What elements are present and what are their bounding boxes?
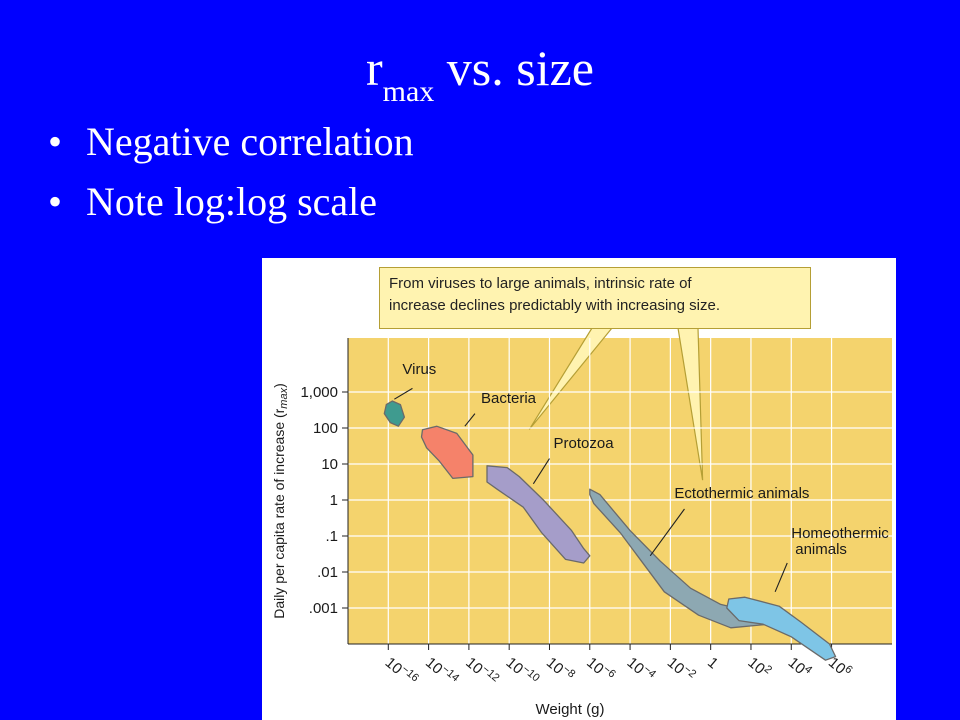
bullet-dot-icon: • bbox=[48, 119, 63, 164]
x-tick-label: 1 bbox=[704, 654, 721, 672]
y-tick-label: 1 bbox=[330, 492, 338, 509]
y-tick-label: 10 bbox=[321, 456, 338, 473]
group-label: Protozoa bbox=[554, 435, 615, 452]
bullet-item: • Note log:log scale bbox=[48, 172, 414, 232]
x-tick-label: 10−8 bbox=[543, 653, 578, 686]
group-label: Homeothermic bbox=[791, 525, 889, 542]
x-tick-label: 102 bbox=[744, 653, 774, 682]
chart-svg: 1,000 100 10 1 .1 .01 .001 10−16 10−14 10−12 10−10… bbox=[271, 327, 892, 718]
x-tick-label: 104 bbox=[785, 653, 815, 682]
x-tick-label: 10−4 bbox=[624, 653, 659, 686]
label-pointer bbox=[649, 508, 685, 557]
group-label: Virus bbox=[402, 361, 436, 378]
chart-figure: 1,000 100 10 1 .1 .01 .001 10−16 10−14 10−12 10−10… bbox=[262, 258, 896, 720]
x-axis-title: Weight (g) bbox=[536, 701, 605, 718]
region-homeothermic-animals bbox=[726, 596, 837, 661]
label-pointer bbox=[532, 458, 550, 485]
slide-title: rmax vs. size bbox=[0, 38, 960, 108]
label-pointer bbox=[774, 562, 788, 593]
y-tick-label: 100 bbox=[313, 420, 338, 437]
callout-line: increase declines predictably with incre… bbox=[389, 297, 720, 314]
y-tick-label: 1,000 bbox=[300, 384, 338, 401]
bullet-dot-icon: • bbox=[48, 179, 63, 224]
title-r: r bbox=[365, 40, 383, 96]
y-tick-label: .1 bbox=[325, 528, 338, 545]
bullet-list: • Negative correlation • Note log:log scal… bbox=[48, 112, 414, 232]
x-tick-label: 10−10 bbox=[503, 653, 542, 690]
callout-line: From viruses to large animals, intrinsic… bbox=[389, 275, 692, 292]
region-virus bbox=[383, 400, 406, 427]
y-tick-label: .01 bbox=[317, 564, 338, 581]
group-label: animals bbox=[795, 541, 847, 558]
title-rest: vs. size bbox=[434, 40, 594, 96]
x-tick-label: 10−14 bbox=[422, 653, 461, 690]
label-pointer bbox=[464, 413, 476, 427]
x-tick-label: 10−2 bbox=[664, 653, 699, 686]
title-subscript-max: max bbox=[382, 75, 435, 108]
x-tick-label: 10−16 bbox=[382, 653, 421, 690]
region-protozoa bbox=[486, 465, 591, 564]
y-axis-title: Daily per capita rate of increase (rmax) bbox=[271, 383, 290, 619]
chart-callout: From viruses to large animals, intrinsic… bbox=[379, 267, 811, 329]
group-label: Bacteria bbox=[481, 390, 537, 407]
group-label: Ectothermic animals bbox=[674, 485, 809, 502]
y-tick-label: .001 bbox=[309, 600, 338, 617]
bullet-text: Negative correlation bbox=[86, 119, 414, 164]
region-bacteria bbox=[420, 425, 474, 480]
bullet-item: • Negative correlation bbox=[48, 112, 414, 172]
bullet-text: Note log:log scale bbox=[86, 179, 378, 224]
label-pointer bbox=[394, 387, 413, 400]
x-tick-label: 10−6 bbox=[583, 653, 618, 686]
plot-area bbox=[348, 338, 892, 644]
x-tick-label: 10−12 bbox=[462, 653, 501, 690]
